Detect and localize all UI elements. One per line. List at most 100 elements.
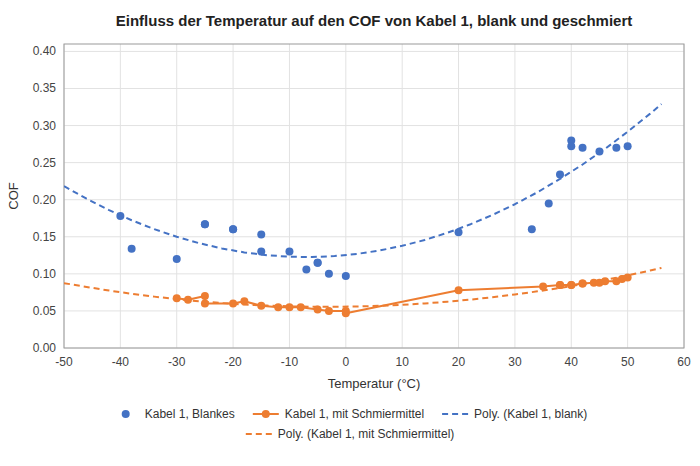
data-point <box>545 199 553 207</box>
data-point <box>567 281 575 289</box>
series-line <box>64 104 661 257</box>
data-point <box>455 228 463 236</box>
data-point <box>579 279 587 287</box>
grid-line-y <box>64 310 684 311</box>
y-tick-label: 0.10 <box>33 267 57 281</box>
x-tick-label: 0 <box>342 355 349 369</box>
legend-marker <box>262 410 270 418</box>
data-point <box>528 225 536 233</box>
data-point <box>579 144 587 152</box>
data-point <box>297 303 305 311</box>
grid-line-x <box>571 44 572 348</box>
data-point <box>201 220 209 228</box>
data-point <box>325 270 333 278</box>
data-point <box>229 300 237 308</box>
data-point <box>229 225 237 233</box>
grid-line-y <box>64 162 684 163</box>
y-axis-label: COF <box>6 182 21 210</box>
y-tick-label: 0.00 <box>33 341 57 355</box>
grid-line-y <box>64 51 684 52</box>
data-point <box>173 294 181 302</box>
x-tick-label: 10 <box>396 355 410 369</box>
axes: -50-40-30-20-1001020304050600.000.050.10… <box>33 44 691 369</box>
grid-line-x <box>458 44 459 348</box>
data-point <box>567 281 575 289</box>
y-tick-label: 0.25 <box>33 156 57 170</box>
y-tick-label: 0.40 <box>33 44 57 58</box>
chart: -50-40-30-20-1001020304050600.000.050.10… <box>0 0 700 466</box>
data-point <box>455 286 463 294</box>
legend-line <box>442 413 468 415</box>
y-tick-label: 0.30 <box>33 119 57 133</box>
background <box>0 0 700 466</box>
grid-line-x <box>120 44 121 348</box>
y-tick-label: 0.05 <box>33 304 57 318</box>
x-tick-label: -50 <box>55 355 73 369</box>
legend-item: Kabel 1, mit Schmiermittel <box>253 407 424 421</box>
data-point <box>314 259 322 267</box>
grid-line-x <box>345 44 346 348</box>
legend-label: Poly. (Kabel 1, blank) <box>474 407 587 421</box>
data-point <box>624 274 632 282</box>
data-point <box>314 259 322 267</box>
legend-line <box>246 433 272 435</box>
legend-label: Kabel 1, Blankes <box>145 407 235 421</box>
data-point <box>567 142 575 150</box>
data-point <box>342 309 350 317</box>
legend-marker <box>122 410 130 418</box>
data-point <box>257 248 265 256</box>
legend-item: Kabel 1, Blankes <box>122 407 235 421</box>
grid-line-x <box>289 44 290 348</box>
data-point <box>229 225 237 233</box>
data-point <box>601 277 609 285</box>
data-area <box>64 104 661 317</box>
data-point <box>184 296 192 304</box>
points <box>116 136 631 317</box>
grid-line-x <box>627 44 628 348</box>
grid-line-x <box>514 44 515 348</box>
y-tick-label: 0.35 <box>33 81 57 95</box>
x-tick-label: -10 <box>281 355 299 369</box>
grid-line-x <box>176 44 177 348</box>
data-point <box>257 302 265 310</box>
data-point <box>128 245 136 253</box>
page: {"chart_data": { "type": "scatter", "tit… <box>0 0 700 466</box>
data-point <box>579 279 587 287</box>
data-point <box>201 300 209 308</box>
data-point <box>612 144 620 152</box>
x-tick-label: -40 <box>112 355 130 369</box>
data-point <box>257 231 265 239</box>
data-point <box>556 170 564 178</box>
legend-item: Poly. (Kabel 1, mit Schmiermittel) <box>246 427 454 441</box>
data-point <box>539 282 547 290</box>
legend-label: Poly. (Kabel 1, mit Schmiermittel) <box>278 427 455 441</box>
x-tick-label: 30 <box>508 355 522 369</box>
legend: Kabel 1, Blankes Kabel 1, mit Schmiermitt… <box>122 407 588 441</box>
data-point <box>624 142 632 150</box>
data-point <box>240 297 248 305</box>
grid-line-y <box>64 125 684 126</box>
x-tick-label: -30 <box>168 355 186 369</box>
grid <box>64 44 684 348</box>
y-tick-label: 0.15 <box>33 230 57 244</box>
x-tick-label: 20 <box>452 355 466 369</box>
data-point <box>595 148 603 156</box>
data-point <box>201 292 209 300</box>
x-tick-label: -20 <box>224 355 242 369</box>
x-tick-label: 60 <box>677 355 691 369</box>
data-point <box>302 265 310 273</box>
grid-line-y <box>64 236 684 237</box>
legend-label: Kabel 1, mit Schmiermittel <box>285 407 424 421</box>
data-point <box>325 307 333 315</box>
data-point <box>173 255 181 263</box>
data-point <box>556 281 564 289</box>
data-point <box>116 212 124 220</box>
lines <box>64 104 661 313</box>
grid-line-y <box>64 88 684 89</box>
plot-frame <box>64 44 684 348</box>
x-tick-label: 40 <box>565 355 579 369</box>
title: Einfluss der Temperatur auf den COF von … <box>116 12 633 29</box>
data-point <box>285 303 293 311</box>
grid-line-y <box>64 199 684 200</box>
data-point <box>556 281 564 289</box>
